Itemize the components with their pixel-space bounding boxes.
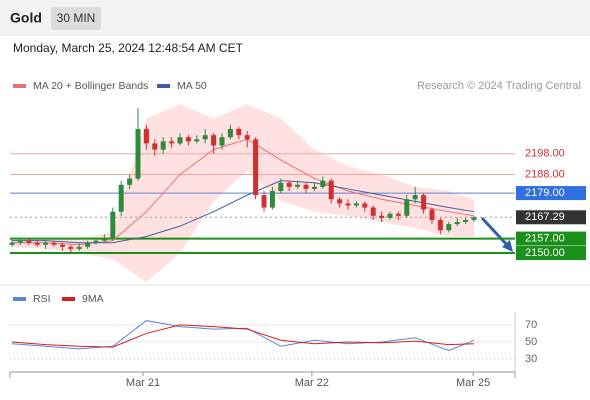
level-label: 2150.00: [525, 247, 565, 259]
date: Monday, March 25, 2024 12:48:54 AM CET: [13, 41, 244, 55]
candle-body: [51, 242, 57, 245]
level-label: 2179.00: [525, 187, 565, 199]
legend-label: 9MA: [82, 293, 104, 305]
moving-average: [12, 180, 475, 244]
candle-body: [261, 195, 267, 208]
arrow: [480, 216, 510, 248]
candle-body: [421, 195, 427, 210]
y-tick-label: 30: [525, 353, 537, 365]
title: Gold: [10, 10, 42, 26]
legend-swatch: [157, 84, 170, 88]
candle-body: [17, 240, 23, 243]
candle-body: [127, 178, 133, 185]
level-box: [516, 231, 586, 246]
candle-body: [253, 139, 259, 196]
candle-body: [328, 180, 334, 200]
candle-body: [236, 128, 242, 136]
candle-body: [185, 137, 191, 142]
candle-body: [320, 180, 326, 187]
candle-body: [93, 240, 99, 243]
candle-body: [286, 182, 292, 187]
candle-body: [43, 242, 49, 245]
candle-body: [429, 209, 435, 220]
candle-body: [211, 135, 217, 146]
source: Research © 2024 Trading Central: [417, 80, 581, 92]
legend-swatch: [13, 297, 26, 301]
candle-body: [404, 199, 410, 216]
candle-body: [278, 182, 284, 191]
candle-body: [471, 217, 477, 220]
legend-label: MA 50: [177, 80, 207, 92]
bollinger-band: [12, 104, 474, 283]
level-box: [516, 186, 586, 201]
y-tick-label: 50: [525, 336, 537, 348]
candle-body: [76, 246, 82, 249]
candle-body: [177, 137, 183, 144]
level-label: 2188.00: [525, 168, 565, 180]
candle-body: [26, 240, 32, 243]
candle-body: [412, 195, 418, 200]
level-label: 2157.00: [525, 232, 565, 244]
candle-body: [34, 242, 40, 245]
candle-body: [143, 128, 149, 144]
candle-body: [463, 219, 469, 223]
candle-body: [353, 203, 359, 206]
candle-body: [101, 238, 107, 241]
candle-body: [370, 207, 376, 216]
x-tick-label: Mar 22: [295, 377, 329, 389]
candle-body: [118, 184, 124, 212]
candle-body: [110, 211, 116, 239]
rsi-line: [11, 320, 475, 352]
candle-body: [59, 244, 65, 247]
candle-body: [85, 242, 91, 247]
candle-body: [395, 213, 401, 216]
level-box: [516, 210, 586, 225]
arrow-head: [502, 240, 513, 252]
candle-body: [295, 184, 301, 187]
candle-body: [387, 213, 393, 218]
level-box: [516, 246, 586, 261]
candle-body: [437, 219, 443, 231]
candle-body: [227, 128, 233, 138]
level-label: 2167.29: [525, 211, 565, 223]
timeframe[interactable]: 30 MIN: [57, 11, 96, 25]
candle-body: [362, 203, 368, 208]
candle-body: [337, 199, 343, 204]
candle-body: [311, 186, 317, 189]
candle-body: [454, 222, 460, 225]
x-tick-label: Mar 21: [126, 377, 160, 389]
candle-body: [269, 191, 275, 208]
candle-body: [169, 141, 175, 144]
candle-body: [379, 215, 385, 218]
y-tick-label: 70: [525, 319, 537, 331]
candle-body: [446, 224, 452, 231]
candle-body: [68, 246, 74, 249]
legend-swatch: [13, 84, 26, 88]
legend-swatch: [62, 297, 75, 301]
rsi-line: [11, 324, 475, 348]
legend-label: RSI: [33, 293, 51, 305]
candle-body: [194, 139, 200, 142]
candle-body: [152, 143, 158, 150]
timeframe-box[interactable]: [51, 7, 101, 30]
legend-label: MA 20 + Bollinger Bands: [33, 80, 148, 92]
level-label: 2198.00: [525, 148, 565, 160]
candle-body: [135, 128, 141, 179]
candle-body: [303, 184, 309, 189]
candle-body: [9, 242, 15, 245]
candle-body: [345, 203, 351, 206]
candle-body: [244, 135, 250, 140]
candle-body: [160, 141, 166, 150]
x-tick-label: Mar 25: [456, 377, 490, 389]
candle-body: [202, 135, 208, 140]
candle-body: [219, 137, 225, 146]
